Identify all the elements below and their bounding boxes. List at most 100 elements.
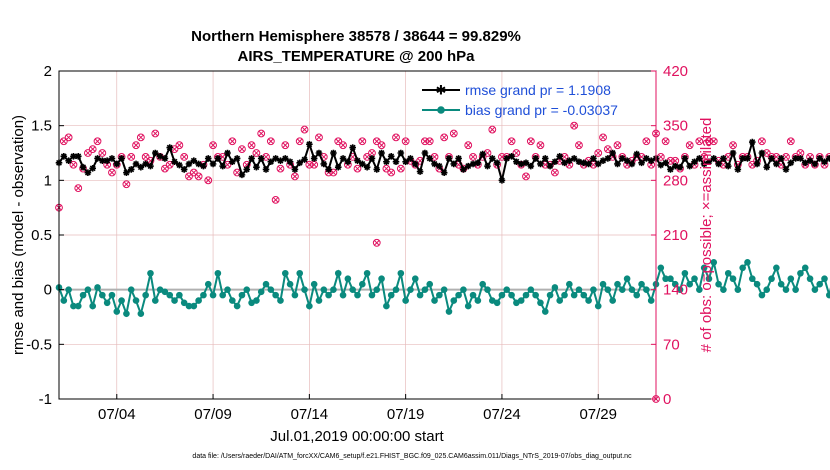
- rmse-point: [821, 158, 828, 166]
- obs-possible-point: [642, 137, 651, 146]
- obs-assimilated-point: [797, 150, 804, 156]
- rmse-point: [224, 149, 231, 157]
- obs-possible-point: [291, 172, 299, 181]
- bias-point: [700, 264, 708, 272]
- obs-assimilated-point: [186, 173, 192, 180]
- obs-assimilated-point: [99, 150, 105, 156]
- bias-point: [387, 291, 395, 299]
- bias-point: [537, 299, 544, 307]
- rmse-point: [556, 152, 564, 160]
- rmse-series: [55, 138, 830, 184]
- rmse-point: [383, 158, 390, 166]
- rmse-point: [330, 149, 337, 157]
- bias-point: [522, 291, 530, 299]
- obs-assimilated-point: [282, 142, 288, 148]
- rmse-point: [797, 155, 804, 162]
- bias-point: [590, 286, 597, 293]
- rmse-point: [551, 158, 559, 166]
- obs-assimilated-point: [600, 134, 606, 141]
- bias-point: [65, 286, 72, 293]
- obs-possible-point: [175, 141, 184, 150]
- obs-assimilated-point: [210, 142, 216, 148]
- legend: ✱ rmse grand pr = 1.1908 bias grand pr =…: [422, 82, 618, 118]
- bias-point: [662, 275, 669, 283]
- obs-possible-point: [127, 153, 136, 161]
- right-tick-label: 140: [663, 282, 688, 299]
- obs-possible-point: [695, 137, 704, 146]
- rmse-point: [171, 158, 178, 166]
- rmse-point: [70, 152, 77, 160]
- rmse-point: [643, 155, 650, 162]
- bias-point: [291, 291, 299, 299]
- rmse-point: [267, 158, 275, 166]
- bias-point: [758, 291, 766, 299]
- bias-point: [671, 280, 679, 288]
- obs-possible-point: [165, 160, 174, 169]
- obs-assimilated-point: [133, 142, 139, 148]
- bias-point: [229, 297, 236, 304]
- obs-possible-point: [377, 141, 386, 150]
- obs-assimilated-point: [427, 138, 433, 144]
- bias-point: [310, 280, 318, 288]
- rmse-point: [325, 166, 332, 173]
- obs-assimilated-point: [191, 169, 197, 176]
- obs-possible-point: [329, 168, 338, 177]
- obs-assimilated-point: [359, 138, 365, 144]
- bias-point: [315, 297, 323, 304]
- rmse-point: [166, 144, 174, 151]
- rmse-point: [541, 155, 549, 162]
- legend-bias-label: bias grand pr = -0.03037: [465, 102, 618, 118]
- rmse-point: [368, 155, 376, 162]
- bias-point: [257, 288, 265, 296]
- obs-assimilated-point: [239, 146, 245, 152]
- x-tick-label: 07/24: [483, 406, 521, 423]
- obs-assimilated-point: [383, 165, 390, 172]
- obs-possible-point: [209, 141, 217, 150]
- bias-point: [84, 286, 92, 293]
- bias-point: [777, 280, 785, 288]
- obs-assimilated-point: [369, 150, 375, 156]
- rmse-point: [609, 149, 616, 157]
- rmse-point: [185, 160, 193, 168]
- bias-point: [566, 280, 573, 288]
- bias-point: [450, 297, 458, 304]
- rmse-point: [517, 160, 525, 168]
- bias-point: [546, 291, 554, 299]
- rmse-point: [291, 166, 299, 173]
- bias-point: [132, 297, 140, 304]
- rmse-point: [397, 149, 405, 157]
- rmse-point: [440, 169, 448, 176]
- bias-point: [320, 286, 328, 293]
- bias-point: [243, 286, 251, 293]
- rmse-point: [176, 161, 183, 169]
- rmse-point: [431, 160, 438, 168]
- bias-point: [296, 269, 304, 277]
- obs-assimilated-point: [292, 173, 298, 180]
- rmse-point: [527, 162, 535, 170]
- rmse-point: [142, 160, 149, 168]
- obs-assimilated-point: [258, 130, 264, 137]
- rmse-point: [513, 158, 520, 166]
- rmse-point: [806, 157, 814, 164]
- rmse-point: [522, 159, 530, 167]
- rmse-point: [811, 160, 819, 168]
- obs-possible-point: [570, 121, 579, 130]
- rmse-point: [590, 155, 597, 162]
- bias-point: [469, 291, 477, 299]
- bias-point: [816, 280, 823, 288]
- rmse-point: [407, 155, 414, 162]
- rmse-point: [180, 166, 188, 173]
- bias-point: [821, 275, 828, 283]
- obs-possible-point: [64, 133, 73, 142]
- rmse-point: [334, 163, 342, 171]
- right-tick-label: 350: [663, 118, 688, 135]
- rmse-point: [503, 155, 511, 162]
- obs-assimilated-point: [605, 146, 611, 152]
- bias-point: [633, 291, 641, 299]
- obs-possible-point: [464, 141, 473, 150]
- rmse-point: [493, 159, 501, 167]
- obs-possible-point: [334, 137, 343, 146]
- bias-point: [253, 297, 260, 304]
- rmse-point: [508, 152, 515, 160]
- bias-point: [686, 280, 694, 288]
